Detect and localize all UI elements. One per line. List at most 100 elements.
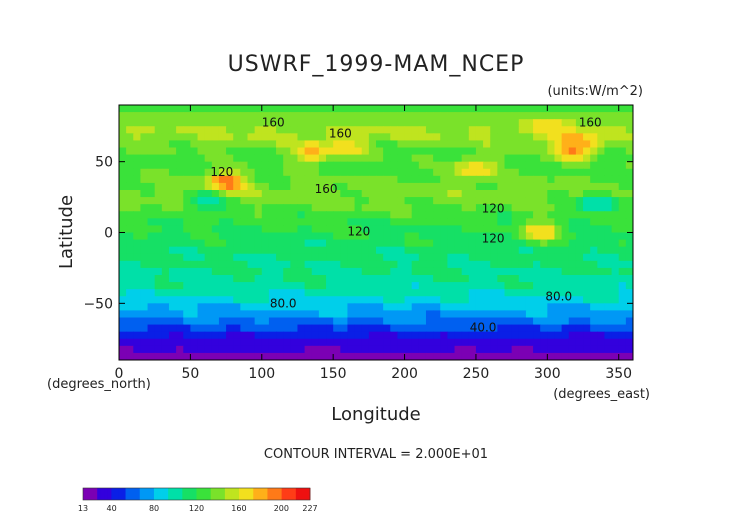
heatmap-cell	[318, 317, 327, 326]
heatmap-cell	[197, 197, 206, 205]
heatmap-cell	[411, 345, 420, 354]
heatmap-cell	[561, 147, 570, 156]
heatmap-cell	[268, 246, 277, 255]
heatmap-cell	[511, 133, 520, 142]
heatmap-cell	[461, 161, 470, 170]
heatmap-cell	[254, 345, 263, 354]
heatmap-cell	[440, 246, 448, 255]
heatmap-cell	[433, 310, 441, 319]
colorbar-cell	[221, 488, 226, 500]
heatmap-cell	[304, 352, 313, 360]
heatmap-cell	[268, 317, 277, 326]
heatmap-cell	[625, 126, 633, 134]
heatmap-cell	[583, 119, 591, 127]
heatmap-cell	[611, 211, 620, 219]
heatmap-cell	[590, 260, 598, 269]
heatmap-cell	[204, 204, 213, 212]
heatmap-cell	[497, 303, 506, 312]
heatmap-cell	[218, 324, 227, 333]
heatmap-cell	[568, 324, 577, 333]
colorbar-cell	[306, 488, 311, 500]
heatmap-cell	[418, 324, 427, 333]
heatmap-cell	[154, 303, 163, 312]
heatmap-cell	[126, 175, 134, 184]
heatmap-cell	[483, 352, 491, 360]
heatmap-cell	[368, 289, 377, 297]
heatmap-cell	[504, 324, 513, 333]
heatmap-cell	[418, 161, 427, 170]
heatmap-cell	[254, 190, 263, 198]
heatmap-cell	[518, 289, 527, 297]
heatmap-cell	[411, 282, 420, 290]
heatmap-cell	[518, 352, 527, 360]
heatmap-cell	[283, 168, 291, 177]
heatmap-cell	[533, 211, 541, 219]
heatmap-cell	[133, 331, 142, 340]
heatmap-cell	[390, 303, 399, 312]
heatmap-cell	[547, 105, 556, 113]
heatmap-cell	[497, 345, 506, 354]
heatmap-cell	[183, 275, 191, 283]
heatmap-cell	[497, 310, 506, 319]
heatmap-cell	[618, 310, 627, 319]
heatmap-cell	[119, 225, 127, 234]
heatmap-cell	[597, 161, 606, 170]
heatmap-cell	[283, 282, 291, 290]
heatmap-cell	[511, 260, 520, 269]
heatmap-cell	[468, 338, 477, 347]
heatmap-cell	[433, 352, 441, 360]
heatmap-cell	[268, 218, 277, 227]
heatmap-cell	[590, 112, 598, 120]
heatmap-cell	[468, 267, 477, 276]
heatmap-cell	[261, 119, 270, 127]
heatmap-cell	[126, 232, 134, 241]
heatmap-cell	[318, 352, 327, 360]
heatmap-cell	[618, 303, 627, 312]
heatmap-cell	[304, 147, 313, 156]
heatmap-cell	[154, 338, 163, 347]
heatmap-cell	[611, 275, 620, 283]
heatmap-cell	[525, 267, 534, 276]
heatmap-cell	[211, 190, 220, 198]
heatmap-cell	[547, 239, 556, 248]
heatmap-cell	[597, 126, 606, 134]
heatmap-cell	[126, 204, 134, 212]
heatmap-cell	[568, 211, 577, 219]
heatmap-cell	[204, 175, 213, 184]
heatmap-cell	[283, 345, 291, 354]
heatmap-cell	[433, 345, 441, 354]
heatmap-cell	[168, 239, 177, 248]
heatmap-cell	[226, 345, 234, 354]
heatmap-cell	[247, 317, 256, 326]
heatmap-cell	[547, 289, 556, 297]
heatmap-cell	[161, 345, 170, 354]
heatmap-cell	[211, 197, 220, 205]
heatmap-cell	[525, 105, 534, 113]
heatmap-cell	[368, 112, 377, 120]
heatmap-cell	[425, 154, 434, 163]
heatmap-cell	[140, 282, 149, 290]
heatmap-cell	[354, 175, 363, 184]
heatmap-cell	[326, 133, 334, 142]
heatmap-cell	[583, 275, 591, 283]
heatmap-cell	[625, 218, 633, 227]
heatmap-cell	[447, 204, 456, 212]
heatmap-cell	[397, 282, 406, 290]
heatmap-cell	[404, 133, 413, 142]
colorbar-cell	[267, 488, 272, 500]
heatmap-cell	[376, 246, 384, 255]
heatmap-cell	[468, 112, 477, 120]
heatmap-cell	[390, 225, 399, 234]
heatmap-cell	[447, 147, 456, 156]
heatmap-cell	[583, 289, 591, 297]
heatmap-cell	[461, 232, 470, 241]
colorbar-cell	[189, 488, 194, 500]
heatmap-cell	[176, 246, 184, 255]
heatmap-cell	[575, 175, 584, 184]
heatmap-cell	[197, 338, 206, 347]
heatmap-cell	[347, 253, 356, 262]
colorbar-cell	[139, 488, 144, 500]
heatmap-cell	[583, 317, 591, 326]
heatmap-cell	[504, 204, 513, 212]
heatmap-cell	[347, 260, 356, 269]
